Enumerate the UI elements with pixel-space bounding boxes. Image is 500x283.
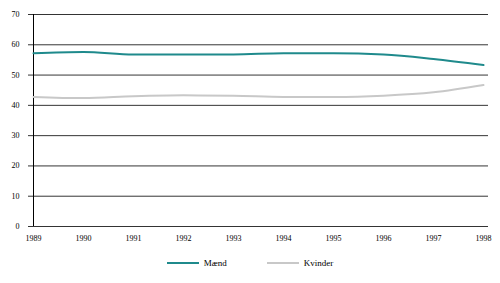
svg-text:10: 10 [12, 192, 20, 201]
svg-text:1998: 1998 [476, 234, 492, 243]
svg-text:70: 70 [12, 10, 20, 19]
svg-text:0: 0 [16, 222, 20, 231]
svg-text:1995: 1995 [326, 234, 342, 243]
svg-text:1993: 1993 [226, 234, 242, 243]
svg-text:40: 40 [12, 101, 20, 110]
svg-text:30: 30 [12, 131, 20, 140]
html-text:Mænd: Mænd [203, 258, 227, 268]
svg-text:1992: 1992 [176, 234, 192, 243]
svg-text:1997: 1997 [426, 234, 442, 243]
svg-text:1989: 1989 [26, 234, 42, 243]
svg-text:50: 50 [12, 71, 20, 80]
svg-text:1990: 1990 [76, 234, 92, 243]
svg-text:60: 60 [12, 40, 20, 49]
svg-text:1991: 1991 [126, 234, 142, 243]
svg-text:1994: 1994 [276, 234, 292, 243]
svg-text:1996: 1996 [376, 234, 392, 243]
html-text:Kvinder: Kvinder [303, 258, 334, 268]
svg-text:20: 20 [12, 161, 20, 170]
